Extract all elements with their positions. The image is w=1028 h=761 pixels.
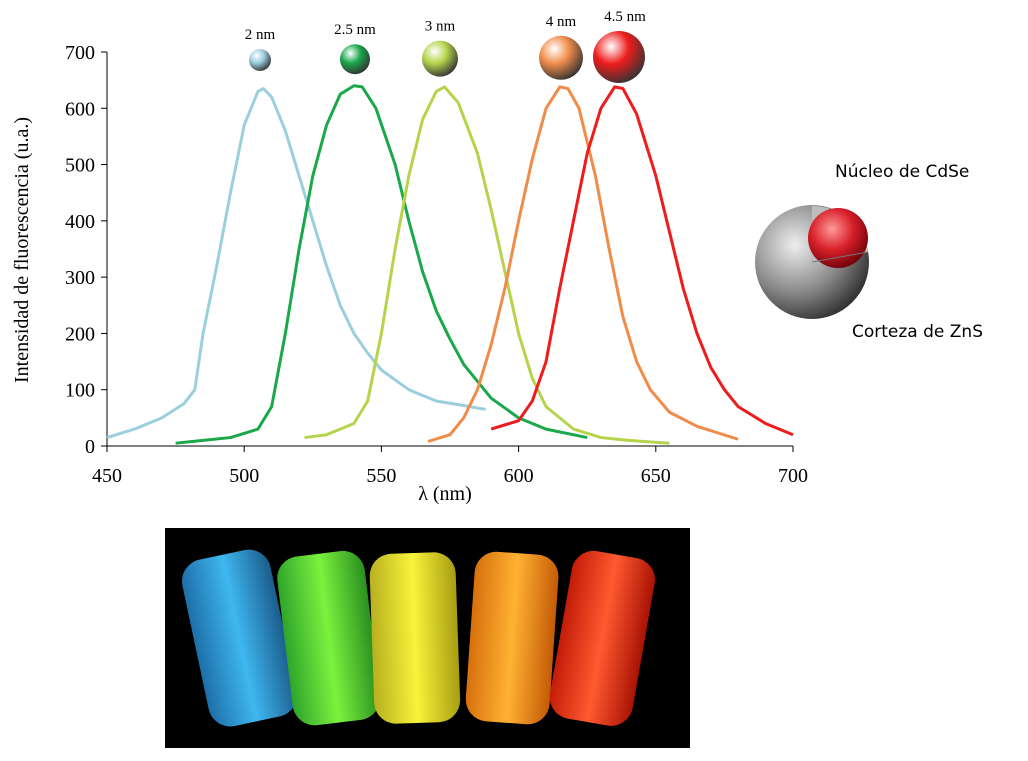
legend-label: 2 nm [245,27,276,43]
x-tick-label: 450 [92,465,122,487]
y-tick-label: 100 [65,380,95,402]
y-tick-label: 300 [65,267,95,289]
x-tick-label: 650 [641,465,671,487]
x-tick-label: 600 [504,465,534,487]
legend-label: 4 nm [546,14,577,30]
legend-marker [340,44,370,74]
legend-marker [249,49,271,71]
vial-photo [165,528,690,748]
legend-marker [593,31,645,83]
core-shell-diagram [755,205,869,319]
legend-marker [422,41,458,77]
x-axis-title: λ (nm) [418,483,472,505]
y-tick-label: 600 [65,98,95,120]
x-tick-label: 700 [778,465,808,487]
y-tick-label: 0 [85,436,95,458]
y-tick-label: 700 [65,42,95,64]
y-tick-label: 200 [65,323,95,345]
legend-label: 3 nm [425,19,456,35]
annotation: Corteza de ZnS [852,322,983,342]
x-tick-label: 550 [366,465,396,487]
x-tick-label: 500 [229,465,259,487]
line [176,86,588,443]
y-axis-title: Intensidad de fluorescencia (u.a.) [11,117,33,383]
legend-marker [539,36,583,80]
annotation: Núcleo de CdSe [835,162,969,182]
line [428,87,738,442]
legend-label: 4.5 nm [604,9,646,25]
y-tick-label: 400 [65,211,95,233]
y-tick-label: 500 [65,155,95,177]
line [305,87,670,443]
legend-label: 2.5 nm [334,22,376,38]
chart: Núcleo de CdSe Corteza de ZnS λ (nm) Int… [0,0,1028,756]
